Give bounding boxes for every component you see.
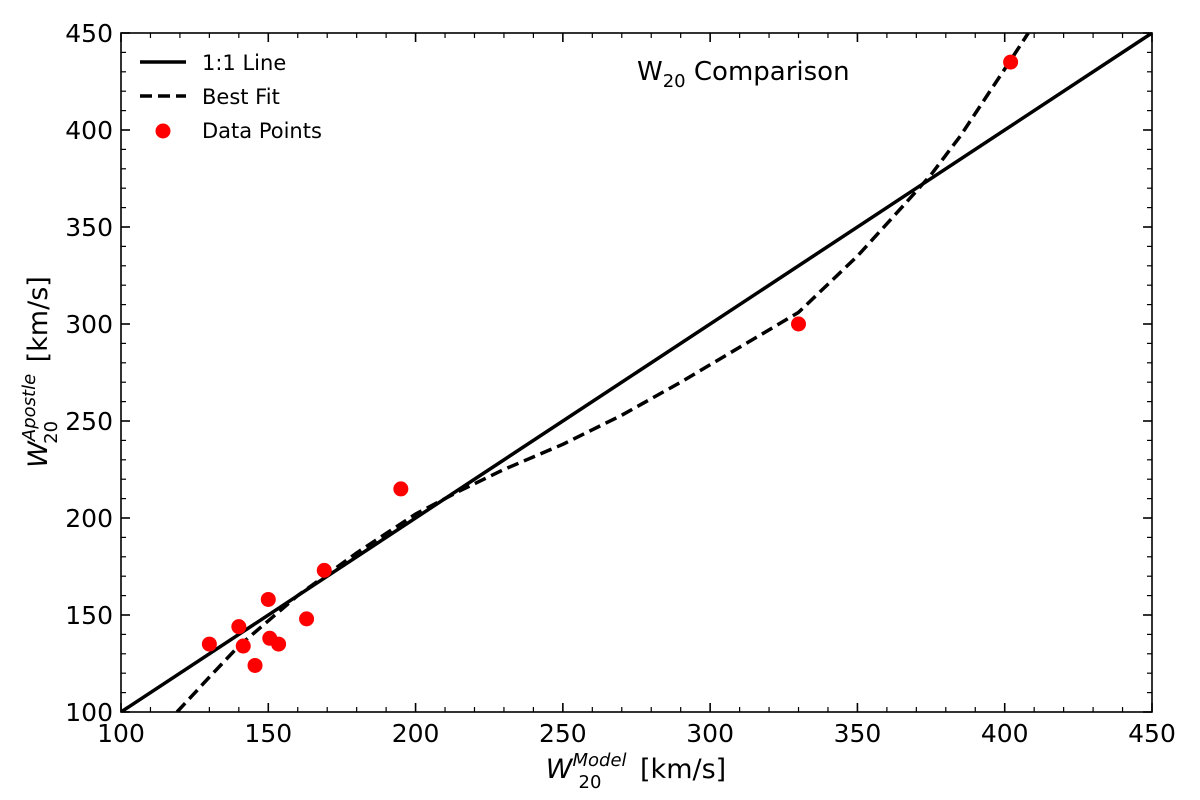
data-point <box>316 562 332 578</box>
legend-label-best-fit: Best Fit <box>202 85 280 109</box>
y-tick-label: 350 <box>65 213 113 242</box>
data-point <box>247 657 263 673</box>
y-tick-label: 150 <box>65 601 113 630</box>
data-point <box>260 591 276 607</box>
x-tick-label: 300 <box>686 719 734 748</box>
x-axis-label: WModel 20 [km/s] <box>546 750 726 793</box>
legend-label-one-to-one: 1:1 Line <box>202 51 286 75</box>
plot-frame <box>120 32 1153 713</box>
x-tick-label: 450 <box>1128 719 1176 748</box>
data-point <box>791 316 807 332</box>
y-axis-label: WApostle20 [km/s] <box>19 276 62 468</box>
data-point <box>231 619 247 635</box>
data-point <box>271 636 287 652</box>
data-point <box>1003 54 1019 70</box>
x-tick-label: 200 <box>392 719 440 748</box>
chart-title: W20 Comparison <box>637 57 850 92</box>
legend-label-data-points: Data Points <box>202 119 322 143</box>
legend: 1:1 Line Best Fit Data Points <box>140 51 322 143</box>
x-tick-label: 150 <box>244 719 292 748</box>
y-tick-label: 300 <box>65 310 113 339</box>
x-tick-label: 400 <box>981 719 1029 748</box>
y-tick-label: 100 <box>65 698 113 727</box>
legend-marker-swatch <box>155 123 171 139</box>
data-point <box>393 481 409 497</box>
x-tick-label: 100 <box>97 719 145 748</box>
x-tick-label: 250 <box>539 719 587 748</box>
y-tick-label: 400 <box>65 116 113 145</box>
plot-area <box>121 33 1152 712</box>
data-point <box>299 611 315 627</box>
best-fit-line <box>175 33 1030 712</box>
y-tick-label: 450 <box>65 19 113 48</box>
data-point <box>201 636 217 652</box>
y-tick-label: 250 <box>65 407 113 436</box>
x-tick-label: 350 <box>834 719 882 748</box>
data-point <box>235 638 251 654</box>
y-tick-label: 200 <box>65 504 113 533</box>
